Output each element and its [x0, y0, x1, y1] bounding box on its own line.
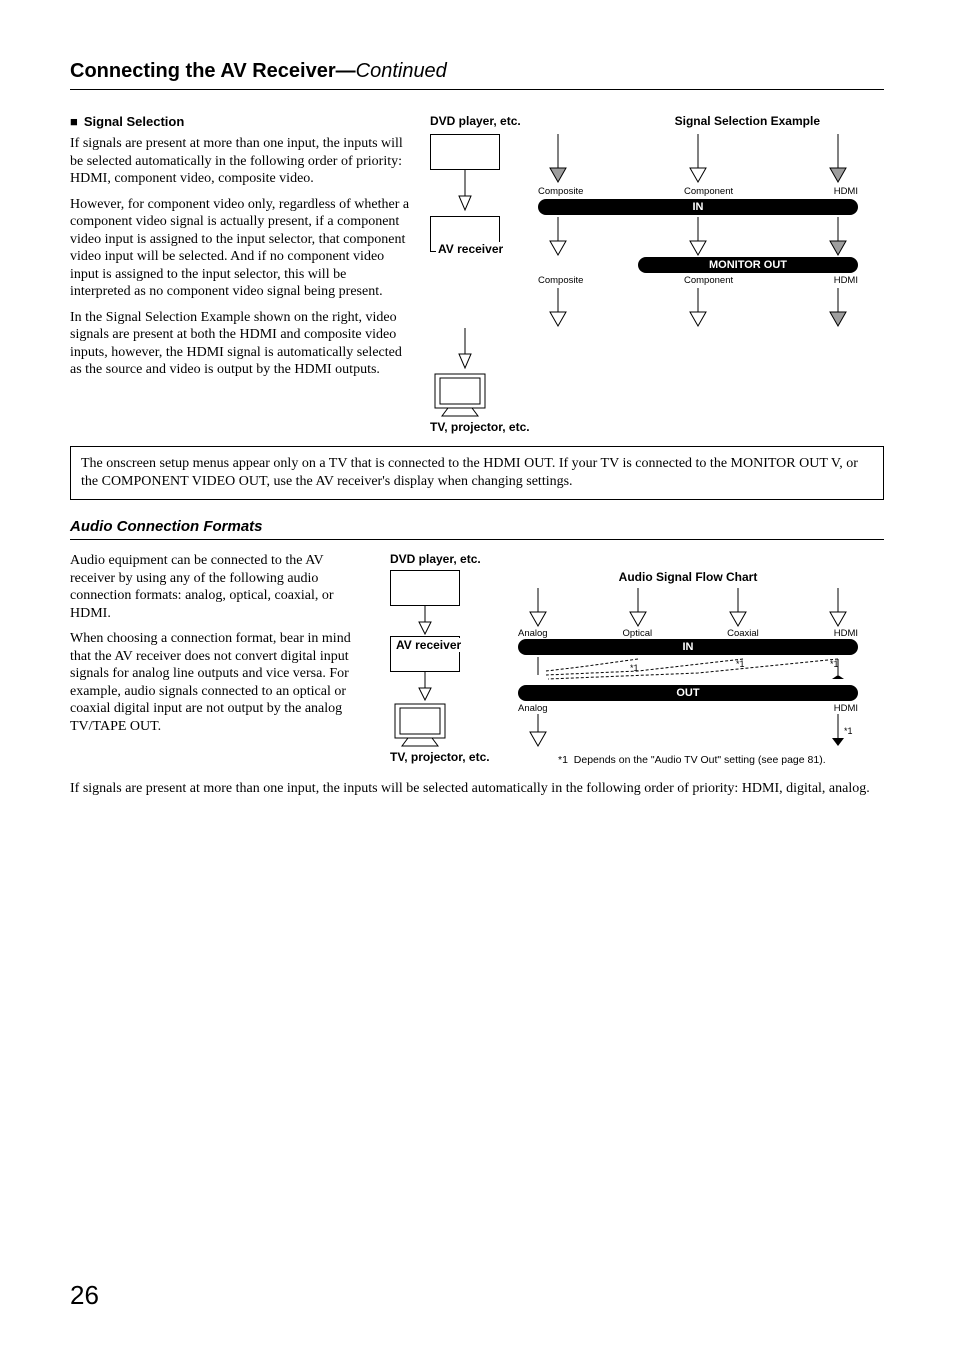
note-box: The onscreen setup menus appear only on … — [70, 446, 884, 500]
audio-out-pill: OUT — [518, 685, 858, 701]
audio-col-analog: Analog — [518, 628, 548, 639]
audio-in-pill: IN — [518, 639, 858, 655]
audio-section: Audio equipment can be connected to the … — [70, 552, 884, 768]
audio-dvd-box — [390, 570, 460, 606]
flow-arrow-icon — [390, 606, 480, 636]
audio-diagram: DVD player, etc. TV, projector, etc. Aud… — [390, 552, 884, 768]
top-in-arrows — [538, 134, 858, 184]
audio-col-optical: Optical — [623, 628, 653, 639]
in-pill: IN — [538, 199, 858, 215]
audio-av-label: AV receiver — [394, 638, 463, 652]
title-cont: Continued — [356, 60, 447, 82]
audio-footnote: *1 Depends on the "Audio TV Out" setting… — [558, 754, 858, 768]
signal-selection-p3: In the Signal Selection Example shown on… — [70, 309, 410, 379]
audio-p3: If signals are present at more than one … — [70, 780, 884, 798]
svg-text:*1: *1 — [736, 659, 745, 669]
title-sep: — — [336, 60, 356, 82]
av-receiver-label: AV receiver — [436, 242, 505, 256]
signal-selection-diagram: DVD player, etc. Signal Selection Exampl… — [430, 114, 884, 434]
audio-dvd-label: DVD player, etc. — [390, 552, 884, 566]
svg-text:*1: *1 — [830, 659, 839, 669]
audio-col-hdmi: HDMI — [834, 628, 858, 639]
col-composite-2: Composite — [538, 275, 583, 286]
col-component-2: Component — [684, 275, 733, 286]
flow-arrow-icon — [430, 170, 520, 214]
audio-p1: Audio equipment can be connected to the … — [70, 552, 370, 622]
audio-text: Audio equipment can be connected to the … — [70, 552, 370, 768]
title-main: Connecting the AV Receiver — [70, 60, 336, 82]
audio-out-hdmi: HDMI — [834, 703, 858, 714]
tv-icon — [430, 372, 500, 420]
audio-tv-icon — [390, 702, 460, 750]
tv-label: TV, projector, etc. — [430, 420, 884, 434]
audio-flow-title: Audio Signal Flow Chart — [518, 570, 858, 584]
audio-p2: When choosing a connection format, bear … — [70, 630, 370, 735]
audio-tv-label: TV, projector, etc. — [390, 750, 500, 764]
audio-out-analog: Analog — [518, 703, 548, 714]
dvd-box — [430, 134, 500, 170]
col-hdmi: HDMI — [834, 186, 858, 197]
dashed-converge-icon: *1 *1 *1 — [518, 657, 858, 685]
flow-arrow-icon — [390, 672, 480, 702]
dvd-label: DVD player, etc. — [430, 114, 521, 128]
col-hdmi-2: HDMI — [834, 275, 858, 286]
signal-selection-text: ■Signal Selection If signals are present… — [70, 114, 410, 434]
audio-heading: Audio Connection Formats — [70, 518, 884, 540]
signal-selection-p1: If signals are present at more than one … — [70, 135, 410, 188]
audio-col-coaxial: Coaxial — [727, 628, 759, 639]
signal-selection-heading: ■Signal Selection — [70, 114, 410, 129]
signal-selection-p2: However, for component video only, regar… — [70, 196, 410, 301]
flow-arrow-icon — [430, 328, 520, 372]
col-composite: Composite — [538, 186, 583, 197]
page-title: Connecting the AV Receiver—Continued — [70, 60, 884, 90]
signal-selection-section: ■Signal Selection If signals are present… — [70, 114, 884, 434]
svg-text:*1: *1 — [844, 726, 853, 736]
page-number: 26 — [70, 1280, 99, 1311]
example-title: Signal Selection Example — [675, 114, 820, 128]
col-component: Component — [684, 186, 733, 197]
monitor-out-pill: MONITOR OUT — [638, 257, 858, 273]
